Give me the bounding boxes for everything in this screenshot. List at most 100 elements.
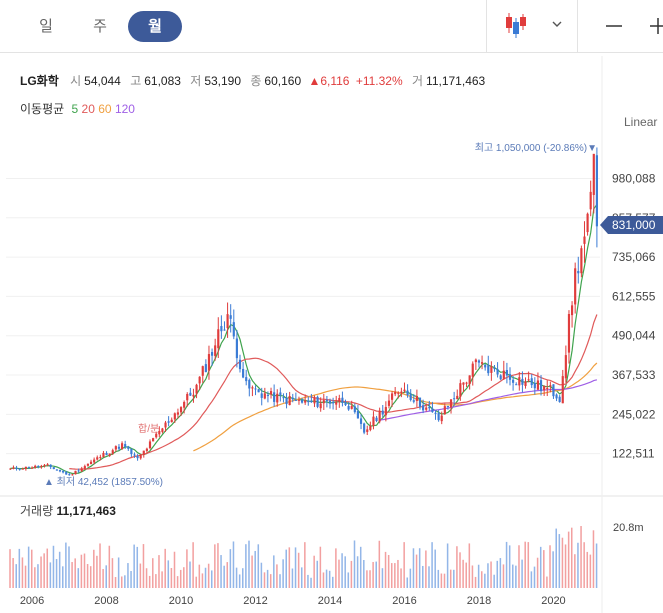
tab-daily[interactable]: 일	[39, 18, 53, 35]
candle-body	[356, 410, 360, 419]
close-value: 60,160	[264, 74, 302, 88]
candle-body	[425, 407, 428, 410]
candle-body	[124, 444, 127, 448]
volume-bar	[52, 545, 55, 588]
candle-body	[161, 428, 164, 432]
candle-body	[449, 399, 453, 408]
plus-icon[interactable]	[648, 16, 663, 36]
volume-bar	[282, 559, 284, 588]
volume-bar	[71, 562, 73, 588]
candle-body	[158, 431, 161, 435]
candle-body	[415, 396, 418, 401]
volume-bar	[297, 552, 300, 588]
candle-body	[502, 370, 505, 379]
candle-body	[248, 379, 251, 389]
candle-body	[499, 375, 502, 380]
volume-bar	[49, 562, 52, 588]
volume-bar	[555, 528, 557, 588]
volume-bar	[74, 558, 76, 588]
volume-value: 11,171,463	[426, 74, 486, 88]
candle-body	[291, 397, 294, 400]
volume-bar	[192, 542, 194, 588]
candle-body	[555, 394, 558, 399]
volume-bar	[229, 549, 232, 588]
volume-bar	[387, 554, 390, 588]
candle-body	[592, 153, 595, 195]
low-label: 저	[190, 74, 202, 88]
candle-body	[418, 397, 422, 407]
candle-body	[409, 394, 412, 400]
volume-bar	[428, 566, 430, 588]
volume-bar	[313, 555, 315, 588]
chart-type-selector[interactable]	[486, 0, 578, 52]
volume-bar	[170, 567, 173, 588]
candle-body	[43, 464, 46, 466]
volume-bar	[207, 563, 210, 588]
candle-body	[440, 415, 443, 422]
volume-bar	[55, 559, 58, 588]
volume-bar	[465, 562, 467, 588]
volume-bar	[65, 542, 67, 588]
candle-body	[359, 418, 363, 424]
ma-20[interactable]: 20	[81, 102, 95, 116]
tab-monthly[interactable]: 월	[128, 11, 182, 42]
x-tick-label: 2016	[392, 595, 416, 607]
minus-icon[interactable]	[604, 16, 624, 36]
volume-bar	[186, 549, 188, 588]
tab-weekly[interactable]: 주	[93, 18, 107, 35]
volume-bar	[518, 545, 520, 588]
volume-bar	[359, 546, 362, 588]
candle-body	[223, 329, 226, 331]
ma-120[interactable]: 120	[114, 102, 135, 116]
volume-bar	[512, 564, 514, 588]
candle-body	[297, 399, 301, 401]
candle-body	[406, 390, 409, 396]
volume-bar	[378, 540, 381, 588]
candle-body	[453, 398, 456, 400]
volume-bar	[130, 571, 132, 588]
volume-bar	[68, 546, 70, 588]
volume-bar	[226, 562, 229, 588]
candle-body	[207, 354, 211, 371]
volume-bar	[96, 555, 98, 588]
candle-body	[558, 396, 561, 403]
volume-bar	[80, 554, 83, 588]
volume-bar	[406, 577, 409, 588]
candle-body	[505, 369, 508, 376]
candle-body	[226, 314, 229, 329]
candle-body	[468, 375, 471, 384]
candle-body	[508, 374, 512, 380]
candle-body	[164, 422, 167, 428]
volume-bar	[145, 568, 148, 588]
volume-bar	[257, 544, 260, 588]
candle-body	[58, 470, 62, 472]
volume-bar	[505, 541, 508, 588]
volume-bar	[589, 554, 592, 588]
candle-body	[546, 388, 549, 390]
candle-body	[580, 248, 583, 274]
high-value: 61,083	[144, 74, 181, 88]
scale-label[interactable]: Linear	[624, 115, 657, 129]
ma-60[interactable]: 60	[98, 102, 112, 116]
candle-body	[220, 326, 223, 332]
candle-body	[574, 268, 577, 305]
candle-body	[18, 468, 21, 470]
candle-body	[105, 452, 108, 456]
volume-bar	[108, 545, 111, 588]
volume-bar	[350, 560, 353, 588]
candle-body	[229, 315, 232, 319]
candle-body	[341, 397, 344, 403]
volume-bar	[325, 569, 328, 588]
ma-5[interactable]: 5	[71, 102, 79, 116]
candle-body	[170, 419, 173, 423]
candle-body	[496, 369, 499, 375]
candle-body	[155, 433, 158, 438]
candle-body	[65, 472, 68, 475]
candle-body	[71, 474, 74, 476]
volume-bar	[443, 573, 446, 588]
candle-body	[235, 338, 238, 359]
candle-body	[443, 406, 446, 415]
volume-bar	[319, 546, 322, 588]
candle-body	[527, 379, 530, 381]
